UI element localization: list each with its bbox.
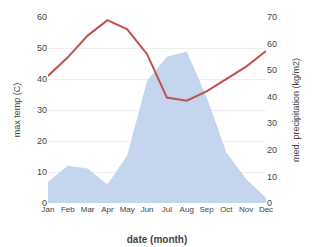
svg-text:Dec: Dec	[259, 205, 273, 214]
svg-text:May: May	[120, 205, 135, 214]
svg-text:max temp (C): max temp (C)	[12, 83, 22, 138]
svg-text:30: 30	[267, 118, 277, 128]
svg-text:Aug: Aug	[180, 205, 194, 214]
svg-text:70: 70	[267, 12, 277, 22]
svg-text:60: 60	[37, 12, 47, 22]
svg-text:50: 50	[37, 43, 47, 53]
svg-text:Nov: Nov	[239, 205, 253, 214]
svg-text:10: 10	[267, 172, 277, 182]
svg-text:20: 20	[267, 145, 277, 155]
svg-text:50: 50	[267, 65, 277, 75]
svg-text:0: 0	[42, 198, 47, 208]
svg-text:Apr: Apr	[101, 205, 114, 214]
svg-text:10: 10	[37, 167, 47, 177]
svg-text:60: 60	[267, 39, 277, 49]
svg-text:date (month): date (month)	[127, 234, 188, 245]
svg-text:0: 0	[267, 198, 272, 208]
svg-text:Jul: Jul	[162, 205, 172, 214]
svg-text:Sep: Sep	[199, 205, 214, 214]
svg-text:Mar: Mar	[81, 205, 95, 214]
svg-text:20: 20	[37, 136, 47, 146]
svg-text:Jan: Jan	[42, 205, 55, 214]
svg-text:med. precipitation (kg/m2): med. precipitation (kg/m2)	[291, 58, 301, 162]
svg-text:Feb: Feb	[61, 205, 75, 214]
svg-text:Oct: Oct	[220, 205, 233, 214]
svg-text:40: 40	[37, 74, 47, 84]
svg-text:30: 30	[37, 105, 47, 115]
svg-text:40: 40	[267, 92, 277, 102]
svg-text:Jun: Jun	[141, 205, 154, 214]
